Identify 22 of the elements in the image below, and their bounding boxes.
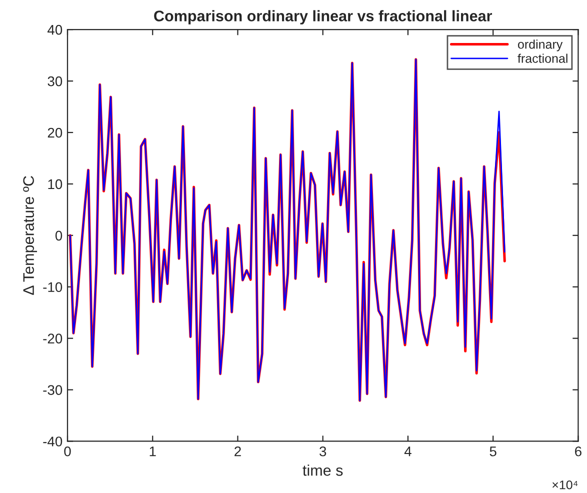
y-tick-label: -40 <box>43 436 62 446</box>
y-tick-label: -20 <box>43 334 62 344</box>
y-axis-title: Δ Temperature ºC <box>23 176 38 295</box>
y-tick-label: -10 <box>43 282 62 292</box>
chart-title: Comparison ordinary linear vs fractional linear <box>154 10 492 24</box>
text: ×10⁴ <box>552 480 578 490</box>
x-tick-label: 4 <box>404 446 412 456</box>
x-tick-label: 6 <box>575 446 582 456</box>
legend-label: fractional <box>518 54 568 63</box>
legend-label: ordinary <box>518 40 563 52</box>
y-tick-label: 30 <box>48 76 62 86</box>
x-tick-label: 5 <box>490 446 496 456</box>
y-tick-label: 0 <box>55 230 62 241</box>
x-tick-label: 0 <box>64 446 71 456</box>
y-tick-label: 20 <box>48 128 62 138</box>
x-tick-label: 3 <box>320 446 326 456</box>
y-tick-label: 10 <box>48 179 62 190</box>
y-tick-label: -30 <box>43 385 62 395</box>
x-axis-title: time s <box>302 464 343 476</box>
x-tick-label: 2 <box>234 446 241 456</box>
x-tick-label: 1 <box>150 446 156 456</box>
y-tick-label: 40 <box>48 24 62 35</box>
